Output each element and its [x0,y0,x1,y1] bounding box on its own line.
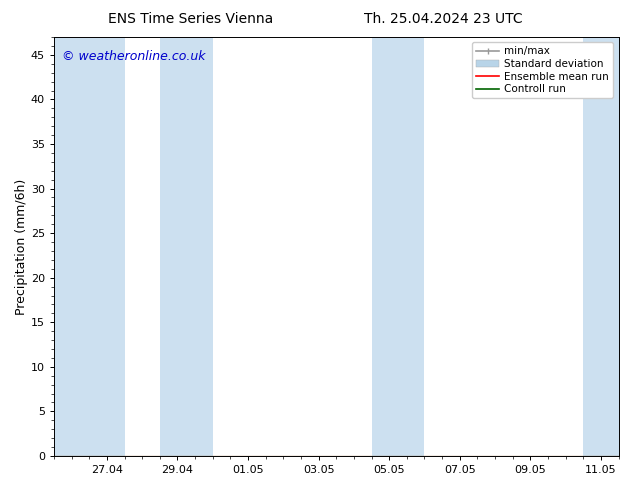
Text: © weatheronline.co.uk: © weatheronline.co.uk [62,49,206,63]
Text: Th. 25.04.2024 23 UTC: Th. 25.04.2024 23 UTC [365,12,523,26]
Bar [54,37,124,456]
Bar [583,37,619,456]
Bar [160,37,213,456]
Bar [372,37,424,456]
Legend: min/max, Standard deviation, Ensemble mean run, Controll run: min/max, Standard deviation, Ensemble me… [472,42,613,98]
Y-axis label: Precipitation (mm/6h): Precipitation (mm/6h) [15,178,28,315]
Text: ENS Time Series Vienna: ENS Time Series Vienna [108,12,273,26]
